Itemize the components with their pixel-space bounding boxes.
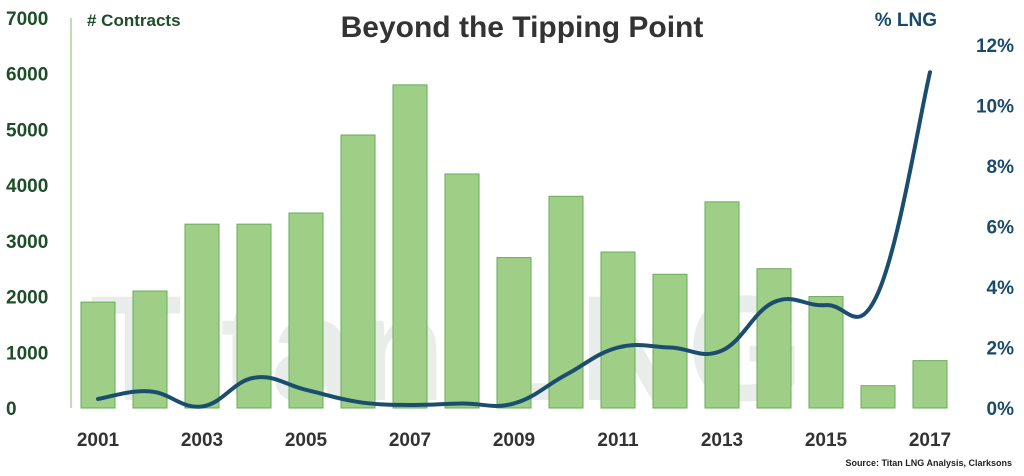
bar-2006 bbox=[340, 134, 376, 409]
bar-2011 bbox=[600, 251, 636, 409]
x-tick-2017: 2017 bbox=[909, 430, 951, 451]
x-tick-2005: 2005 bbox=[285, 430, 328, 451]
bar-2005 bbox=[288, 212, 324, 409]
x-tick-2009: 2009 bbox=[493, 430, 535, 451]
y-axis-left-ticks: 0 1000 2000 3000 4000 5000 6000 7000 bbox=[6, 9, 48, 420]
bar-2012 bbox=[652, 273, 688, 409]
x-tick-2013: 2013 bbox=[701, 430, 743, 451]
x-tick-2011: 2011 bbox=[597, 430, 639, 451]
y-right-tick-0%: 0% bbox=[987, 399, 1015, 420]
y-left-tick-1000: 1000 bbox=[6, 343, 48, 364]
series-line-pct-lng bbox=[96, 70, 932, 409]
y-left-tick-5000: 5000 bbox=[6, 120, 48, 141]
bar-2014 bbox=[756, 268, 792, 409]
y-left-tick-7000: 7000 bbox=[6, 9, 48, 30]
y-right-tick-10%: 10% bbox=[976, 97, 1014, 118]
x-axis-ticks: 2001 2003 2005 2007 2009 2011 2013 2015 2017 bbox=[77, 430, 951, 451]
x-tick-2015: 2015 bbox=[805, 430, 848, 451]
y-axis-right-label: % LNG bbox=[875, 10, 937, 31]
y-left-tick-6000: 6000 bbox=[6, 65, 48, 86]
bar-2016 bbox=[860, 385, 896, 409]
bar-2002 bbox=[132, 290, 168, 409]
bar-2017 bbox=[912, 360, 948, 409]
y-axis-left-label: # Contracts bbox=[87, 11, 181, 30]
x-tick-2001: 2001 bbox=[77, 430, 120, 451]
bar-2013 bbox=[704, 201, 740, 409]
bar-2003 bbox=[184, 223, 220, 409]
y-left-tick-4000: 4000 bbox=[6, 176, 48, 197]
y-left-tick-0: 0 bbox=[6, 399, 17, 420]
bar-2009 bbox=[496, 257, 532, 409]
chart-title: Beyond the Tipping Point bbox=[341, 11, 704, 44]
x-tick-2003: 2003 bbox=[181, 430, 223, 451]
y-right-tick-4%: 4% bbox=[987, 278, 1015, 299]
bar-2001 bbox=[80, 301, 116, 409]
x-tick-2007: 2007 bbox=[389, 430, 431, 451]
bar-2015 bbox=[808, 296, 844, 409]
bar-2008 bbox=[444, 173, 480, 409]
y-right-tick-2%: 2% bbox=[987, 339, 1015, 360]
y-right-tick-8%: 8% bbox=[987, 157, 1015, 178]
y-axis-right-ticks: 0% 2% 4% 6% 8% 10% 12% bbox=[976, 36, 1014, 420]
bar-2007 bbox=[392, 84, 428, 409]
bars-layer bbox=[80, 84, 948, 409]
y-right-tick-12%: 12% bbox=[976, 36, 1014, 57]
source-note: Source: Titan LNG Analysis, Clarksons bbox=[845, 458, 1012, 468]
y-left-tick-3000: 3000 bbox=[6, 232, 48, 253]
y-right-tick-6%: 6% bbox=[987, 218, 1015, 239]
y-left-tick-2000: 2000 bbox=[6, 288, 48, 309]
